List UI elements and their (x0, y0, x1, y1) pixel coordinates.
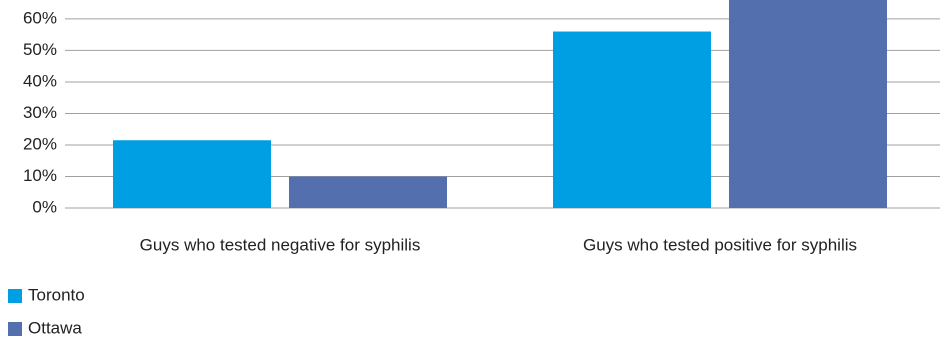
y-tick-label: 30% (23, 103, 57, 122)
bar (553, 31, 711, 208)
bar (729, 0, 887, 209)
x-tick-label: Guys who tested negative for syphilis (140, 235, 421, 254)
y-tick-label: 10% (23, 166, 57, 185)
y-tick-label: 50% (23, 40, 57, 59)
y-tick-label: 0% (32, 197, 57, 216)
bar (289, 176, 447, 208)
x-tick-label: Guys who tested positive for syphilis (583, 235, 857, 254)
y-tick-label: 40% (23, 71, 57, 90)
legend-label: Toronto (28, 285, 85, 304)
legend-label: Ottawa (28, 318, 82, 337)
legend-swatch (8, 289, 22, 303)
y-tick-label: 20% (23, 134, 57, 153)
bar (113, 140, 271, 208)
y-tick-label: 60% (23, 8, 57, 27)
legend-swatch (8, 322, 22, 336)
